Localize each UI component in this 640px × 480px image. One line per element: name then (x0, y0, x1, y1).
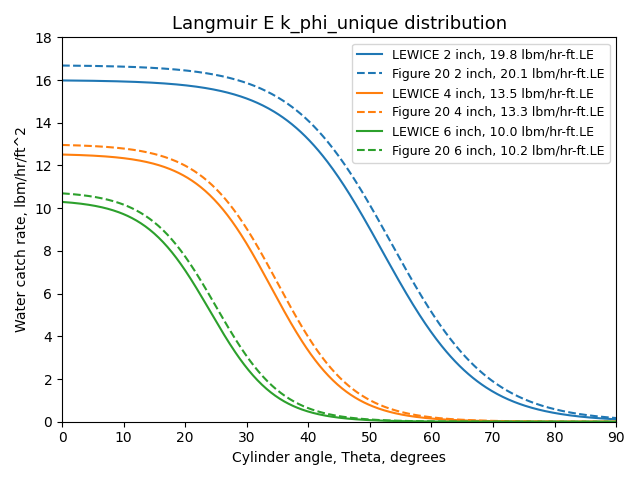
LEWICE 6 inch, 10.0 lbm/hr-ft.LE (324, 413, 332, 419)
Figure 20 4 inch, 13.3 lbm/hr-ft.LE (324, 362, 332, 368)
Figure 20 6 inch, 10.2 lbm/hr-ft.LE (58, 191, 66, 196)
Line: Figure 20 2 inch, 20.1 lbm/hr-ft.LE: Figure 20 2 inch, 20.1 lbm/hr-ft.LE (62, 66, 616, 418)
Figure 20 4 inch, 13.3 lbm/hr-ft.LE (612, 419, 620, 425)
Figure 20 2 inch, 20.1 lbm/hr-ft.LE (58, 63, 66, 69)
Figure 20 4 inch, 13.3 lbm/hr-ft.LE (388, 407, 396, 412)
Figure 20 2 inch, 20.1 lbm/hr-ft.LE (321, 136, 329, 142)
Figure 20 6 inch, 10.2 lbm/hr-ft.LE (358, 416, 365, 422)
Line: Figure 20 4 inch, 13.3 lbm/hr-ft.LE: Figure 20 4 inch, 13.3 lbm/hr-ft.LE (62, 145, 616, 422)
LEWICE 6 inch, 10.0 lbm/hr-ft.LE (388, 418, 396, 424)
Figure 20 4 inch, 13.3 lbm/hr-ft.LE (321, 359, 329, 364)
Figure 20 6 inch, 10.2 lbm/hr-ft.LE (513, 419, 520, 425)
LEWICE 2 inch, 19.8 lbm/hr-ft.LE (599, 416, 607, 421)
LEWICE 2 inch, 19.8 lbm/hr-ft.LE (612, 417, 620, 422)
LEWICE 4 inch, 13.5 lbm/hr-ft.LE (388, 409, 396, 415)
LEWICE 2 inch, 19.8 lbm/hr-ft.LE (58, 78, 66, 84)
LEWICE 4 inch, 13.5 lbm/hr-ft.LE (358, 398, 365, 404)
LEWICE 4 inch, 13.5 lbm/hr-ft.LE (599, 419, 607, 425)
Figure 20 6 inch, 10.2 lbm/hr-ft.LE (612, 419, 620, 425)
LEWICE 6 inch, 10.0 lbm/hr-ft.LE (599, 419, 607, 425)
Legend: LEWICE 2 inch, 19.8 lbm/hr-ft.LE, Figure 20 2 inch, 20.1 lbm/hr-ft.LE, LEWICE 4 : LEWICE 2 inch, 19.8 lbm/hr-ft.LE, Figure… (353, 44, 610, 163)
X-axis label: Cylinder angle, Theta, degrees: Cylinder angle, Theta, degrees (232, 451, 446, 465)
Figure 20 6 inch, 10.2 lbm/hr-ft.LE (388, 418, 396, 423)
Line: Figure 20 6 inch, 10.2 lbm/hr-ft.LE: Figure 20 6 inch, 10.2 lbm/hr-ft.LE (62, 193, 616, 422)
Figure 20 6 inch, 10.2 lbm/hr-ft.LE (321, 410, 329, 416)
Line: LEWICE 2 inch, 19.8 lbm/hr-ft.LE: LEWICE 2 inch, 19.8 lbm/hr-ft.LE (62, 81, 616, 420)
LEWICE 2 inch, 19.8 lbm/hr-ft.LE (388, 265, 396, 271)
LEWICE 6 inch, 10.0 lbm/hr-ft.LE (612, 419, 620, 425)
LEWICE 4 inch, 13.5 lbm/hr-ft.LE (321, 370, 329, 375)
Figure 20 2 inch, 20.1 lbm/hr-ft.LE (324, 140, 332, 146)
LEWICE 2 inch, 19.8 lbm/hr-ft.LE (513, 400, 520, 406)
LEWICE 2 inch, 19.8 lbm/hr-ft.LE (321, 156, 329, 162)
LEWICE 2 inch, 19.8 lbm/hr-ft.LE (324, 160, 332, 166)
Figure 20 2 inch, 20.1 lbm/hr-ft.LE (388, 241, 396, 247)
LEWICE 6 inch, 10.0 lbm/hr-ft.LE (58, 199, 66, 205)
Figure 20 4 inch, 13.3 lbm/hr-ft.LE (513, 419, 520, 424)
Figure 20 2 inch, 20.1 lbm/hr-ft.LE (513, 393, 520, 398)
LEWICE 4 inch, 13.5 lbm/hr-ft.LE (324, 373, 332, 379)
Figure 20 4 inch, 13.3 lbm/hr-ft.LE (58, 142, 66, 148)
LEWICE 4 inch, 13.5 lbm/hr-ft.LE (513, 419, 520, 424)
LEWICE 6 inch, 10.0 lbm/hr-ft.LE (513, 419, 520, 425)
Figure 20 6 inch, 10.2 lbm/hr-ft.LE (324, 411, 332, 417)
Figure 20 2 inch, 20.1 lbm/hr-ft.LE (612, 415, 620, 421)
Line: LEWICE 6 inch, 10.0 lbm/hr-ft.LE: LEWICE 6 inch, 10.0 lbm/hr-ft.LE (62, 202, 616, 422)
Figure 20 2 inch, 20.1 lbm/hr-ft.LE (599, 414, 607, 420)
LEWICE 6 inch, 10.0 lbm/hr-ft.LE (358, 417, 365, 422)
LEWICE 6 inch, 10.0 lbm/hr-ft.LE (321, 413, 329, 419)
LEWICE 4 inch, 13.5 lbm/hr-ft.LE (612, 419, 620, 425)
LEWICE 4 inch, 13.5 lbm/hr-ft.LE (58, 152, 66, 157)
Figure 20 6 inch, 10.2 lbm/hr-ft.LE (599, 419, 607, 425)
Line: LEWICE 4 inch, 13.5 lbm/hr-ft.LE: LEWICE 4 inch, 13.5 lbm/hr-ft.LE (62, 155, 616, 422)
Figure 20 4 inch, 13.3 lbm/hr-ft.LE (358, 393, 365, 398)
LEWICE 2 inch, 19.8 lbm/hr-ft.LE (358, 212, 365, 217)
Figure 20 2 inch, 20.1 lbm/hr-ft.LE (358, 189, 365, 194)
Y-axis label: Water catch rate, lbm/hr/ft^2: Water catch rate, lbm/hr/ft^2 (15, 127, 29, 333)
Figure 20 4 inch, 13.3 lbm/hr-ft.LE (599, 419, 607, 424)
Title: Langmuir E k_phi_unique distribution: Langmuir E k_phi_unique distribution (172, 15, 507, 33)
